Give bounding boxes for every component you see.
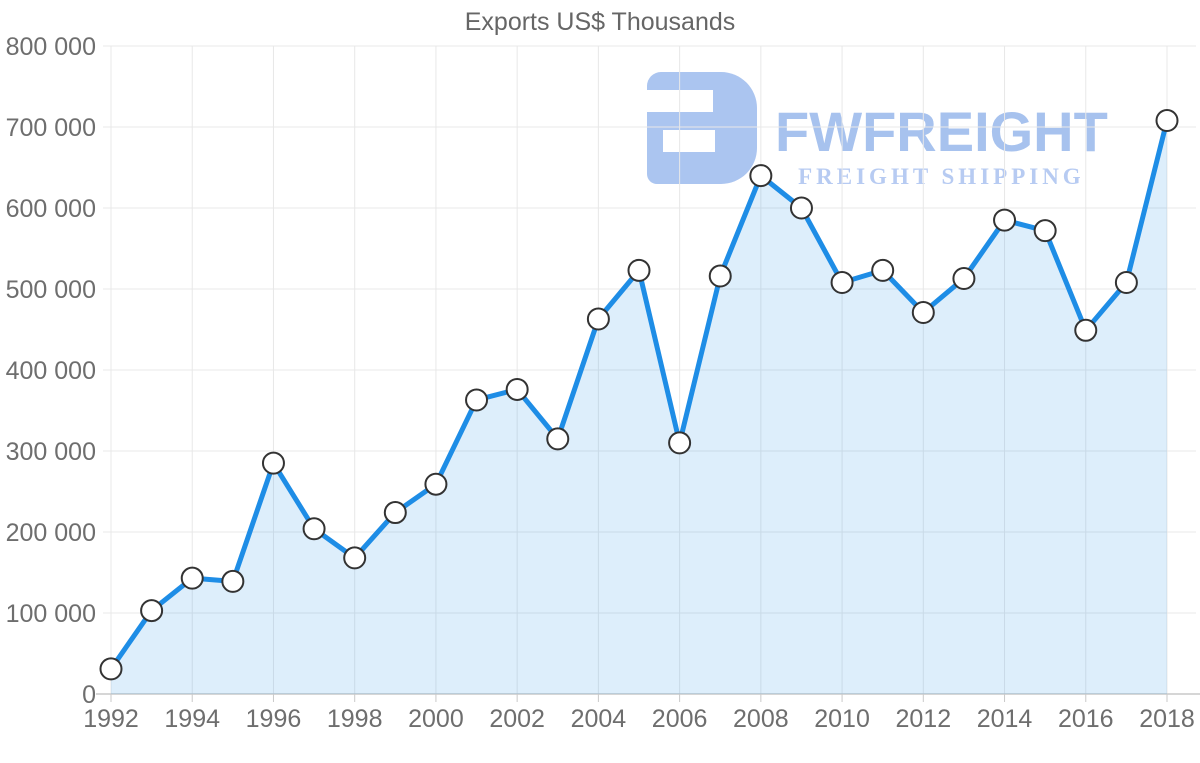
data-point-2005 <box>627 258 651 282</box>
data-point-2013 <box>952 266 976 290</box>
watermark-brand-text: FWFREIGHT <box>775 100 1108 163</box>
data-point-2002 <box>505 377 529 401</box>
y-axis-label: 300 000 <box>6 438 96 466</box>
y-axis-label: 100 000 <box>6 600 96 628</box>
data-point-1996 <box>261 451 285 475</box>
data-point-2018 <box>1155 109 1179 133</box>
data-point-2006 <box>668 431 692 455</box>
data-point-1993 <box>140 599 164 623</box>
x-axis-label: 2018 <box>1139 705 1195 733</box>
data-point-1998 <box>343 546 367 570</box>
data-point-1992 <box>99 657 123 681</box>
data-point-2004 <box>586 307 610 331</box>
data-point-2017 <box>1114 271 1138 295</box>
data-point-2000 <box>424 472 448 496</box>
y-axis-label: 700 000 <box>6 114 96 142</box>
x-axis-label: 2002 <box>489 705 545 733</box>
y-axis-label: 800 000 <box>6 33 96 61</box>
logo-notch-bottom <box>663 130 715 152</box>
y-axis-label: 600 000 <box>6 195 96 223</box>
data-point-2012 <box>911 300 935 324</box>
y-axis-label: 500 000 <box>6 276 96 304</box>
data-point-2009 <box>789 196 813 220</box>
fwfreight-logo-icon <box>647 72 757 184</box>
data-point-2014 <box>993 208 1017 232</box>
data-point-2003 <box>546 427 570 451</box>
y-axis-label: 200 000 <box>6 519 96 547</box>
data-point-1999 <box>383 501 407 525</box>
data-point-1995 <box>221 569 245 593</box>
chart-title: Exports US$ Thousands <box>464 8 736 36</box>
x-axis-label: 2004 <box>571 705 627 733</box>
x-axis-label: 1994 <box>164 705 220 733</box>
data-point-2001 <box>465 388 489 412</box>
data-point-2007 <box>708 264 732 288</box>
data-point-2010 <box>830 271 854 295</box>
data-point-2008 <box>749 164 773 188</box>
x-axis-label: 1996 <box>246 705 302 733</box>
x-axis-label: 2016 <box>1058 705 1114 733</box>
data-point-1994 <box>180 566 204 590</box>
x-axis-label: 2008 <box>733 705 789 733</box>
data-point-1997 <box>302 517 326 541</box>
x-axis-label: 2006 <box>652 705 708 733</box>
x-axis-label: 2000 <box>408 705 464 733</box>
x-axis-label: 2012 <box>895 705 951 733</box>
y-axis-label: 400 000 <box>6 357 96 385</box>
watermark-text-block: FWFREIGHT FREIGHT SHIPPING <box>775 72 1108 190</box>
watermark-tagline-text: FREIGHT SHIPPING <box>798 164 1085 189</box>
y-axis-label: 0 <box>82 681 96 709</box>
data-point-2016 <box>1074 318 1098 342</box>
x-axis-label: 1998 <box>327 705 383 733</box>
x-axis-label: 2010 <box>814 705 870 733</box>
data-point-2015 <box>1033 219 1057 243</box>
x-axis-label: 2014 <box>977 705 1033 733</box>
data-point-2011 <box>871 258 895 282</box>
series-area-fill <box>111 120 1167 694</box>
x-axis-label: 1992 <box>83 705 139 733</box>
fwfreight-watermark: FWFREIGHT FREIGHT SHIPPING <box>647 72 1108 190</box>
